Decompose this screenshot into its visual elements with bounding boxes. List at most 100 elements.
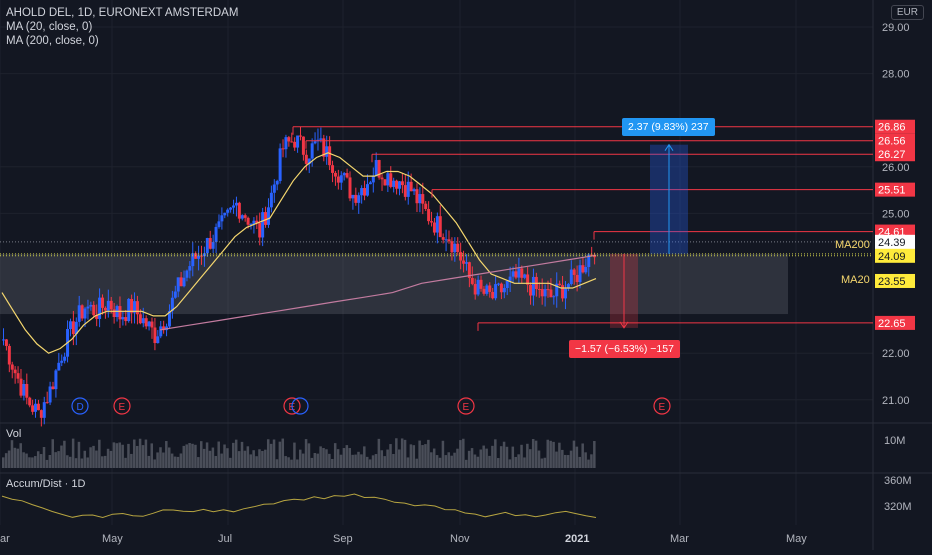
candle[interactable] — [202, 253, 206, 257]
candle[interactable] — [159, 326, 163, 337]
candle[interactable] — [255, 220, 259, 224]
candle[interactable] — [307, 158, 311, 164]
candle[interactable] — [462, 260, 466, 264]
candle[interactable] — [502, 288, 506, 293]
ma200-tag[interactable] — [875, 248, 915, 263]
candle[interactable] — [354, 194, 358, 203]
candle[interactable] — [473, 283, 477, 295]
candle[interactable] — [479, 279, 483, 289]
earnings-marker[interactable] — [113, 397, 131, 415]
candle[interactable] — [453, 243, 457, 253]
candle[interactable] — [296, 135, 300, 148]
ma200-legend[interactable]: MA (200, close, 0) — [6, 35, 99, 47]
candle[interactable] — [272, 184, 276, 193]
candle[interactable] — [450, 241, 454, 253]
earnings-marker[interactable] — [283, 397, 301, 415]
candle[interactable] — [590, 254, 594, 256]
candle[interactable] — [34, 403, 38, 412]
candle[interactable] — [54, 370, 58, 390]
candle[interactable] — [348, 177, 352, 199]
candle[interactable] — [103, 307, 107, 311]
candle[interactable] — [485, 285, 489, 294]
candle[interactable] — [95, 315, 99, 319]
candle[interactable] — [377, 160, 381, 178]
candle[interactable] — [389, 173, 393, 187]
candle[interactable] — [249, 224, 253, 226]
candle[interactable] — [491, 291, 495, 299]
candle[interactable] — [488, 285, 492, 292]
price-level-tag[interactable] — [875, 315, 915, 330]
candle[interactable] — [51, 386, 55, 390]
candle[interactable] — [299, 135, 302, 137]
candle[interactable] — [42, 402, 46, 418]
candle[interactable] — [543, 289, 547, 297]
candle[interactable] — [25, 383, 29, 398]
candle[interactable] — [552, 296, 556, 298]
candle[interactable] — [470, 277, 474, 284]
candle[interactable] — [424, 203, 428, 209]
candle[interactable] — [135, 301, 139, 315]
candle[interactable] — [188, 266, 192, 271]
candle[interactable] — [569, 269, 573, 285]
candle[interactable] — [185, 270, 189, 278]
candle[interactable] — [357, 195, 361, 203]
candle[interactable] — [229, 207, 233, 210]
candle[interactable] — [118, 306, 122, 320]
candle[interactable] — [467, 262, 471, 278]
candle[interactable] — [587, 254, 591, 267]
candle[interactable] — [558, 283, 562, 286]
candle[interactable] — [220, 215, 224, 222]
candle[interactable] — [374, 160, 378, 177]
candle[interactable] — [19, 378, 23, 396]
candle[interactable] — [234, 202, 238, 206]
candle[interactable] — [4, 339, 8, 346]
candle[interactable] — [153, 327, 157, 344]
candle[interactable] — [252, 220, 256, 225]
candle[interactable] — [89, 304, 93, 307]
candle[interactable] — [13, 369, 17, 374]
candle[interactable] — [287, 137, 291, 142]
candle[interactable] — [232, 205, 236, 208]
candle[interactable] — [167, 310, 171, 327]
accum-dist-line[interactable] — [1, 493, 597, 519]
candle[interactable] — [398, 181, 401, 189]
candle[interactable] — [63, 356, 67, 361]
candle[interactable] — [197, 255, 201, 259]
candle[interactable] — [211, 242, 215, 249]
candle[interactable] — [226, 209, 230, 213]
candle[interactable] — [2, 339, 5, 341]
candle[interactable] — [444, 239, 448, 241]
candle[interactable] — [514, 271, 518, 278]
ma20-line[interactable] — [1, 152, 597, 354]
candle[interactable] — [339, 175, 343, 183]
candle[interactable] — [301, 136, 305, 155]
candle[interactable] — [16, 373, 20, 379]
candle[interactable] — [581, 265, 585, 273]
candle[interactable] — [57, 362, 61, 371]
candle[interactable] — [48, 386, 52, 403]
candle[interactable] — [342, 173, 346, 176]
candle[interactable] — [383, 179, 387, 186]
candle[interactable] — [482, 288, 486, 294]
candle[interactable] — [499, 283, 503, 293]
candle[interactable] — [427, 208, 431, 222]
accum-dist-label[interactable]: Accum/Dist · 1D — [6, 478, 86, 490]
candle[interactable] — [7, 345, 11, 365]
candle[interactable] — [162, 326, 166, 331]
candle[interactable] — [438, 216, 442, 238]
candle[interactable] — [441, 237, 445, 240]
candle[interactable] — [266, 207, 270, 225]
candle[interactable] — [98, 297, 102, 319]
candle[interactable] — [138, 314, 142, 324]
candle[interactable] — [540, 289, 544, 297]
candle[interactable] — [523, 274, 527, 278]
candle[interactable] — [258, 223, 262, 238]
candle[interactable] — [147, 321, 151, 327]
dividend-marker[interactable] — [71, 397, 89, 415]
candle[interactable] — [415, 189, 419, 204]
candle[interactable] — [456, 243, 460, 253]
price-level-tag[interactable] — [875, 147, 915, 162]
candle[interactable] — [325, 146, 329, 157]
candle[interactable] — [331, 165, 335, 173]
